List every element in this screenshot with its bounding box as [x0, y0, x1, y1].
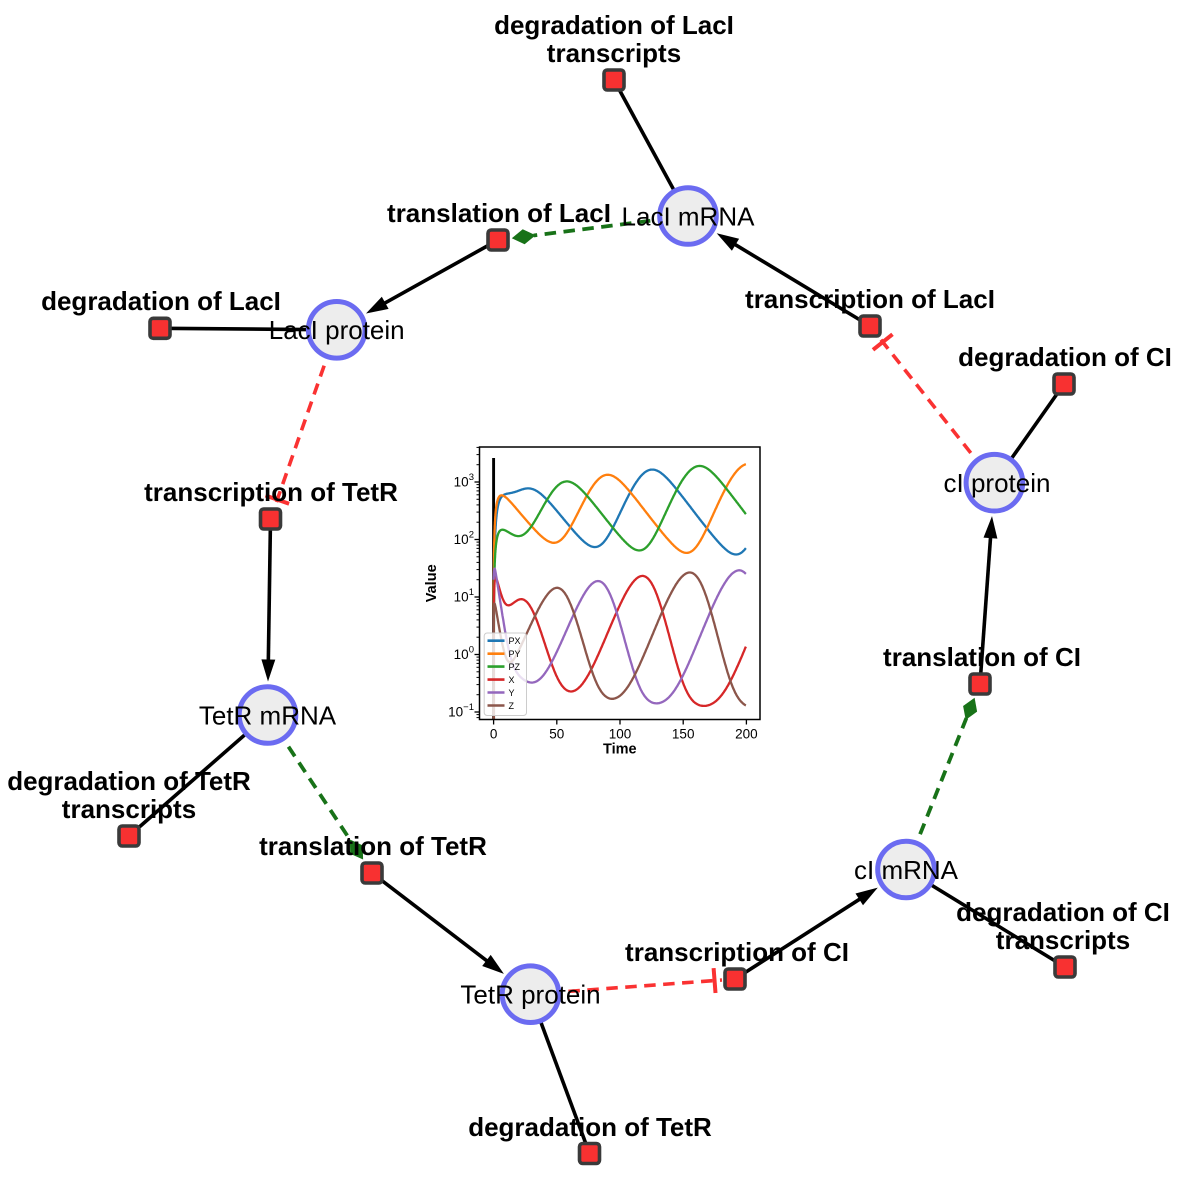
svg-text:0: 0	[490, 727, 498, 742]
svg-text:X: X	[509, 675, 515, 685]
svg-text:TetR mRNA: TetR mRNA	[199, 700, 337, 730]
svg-text:degradation of CI: degradation of CI	[956, 897, 1170, 927]
svg-text:translation of CI: translation of CI	[883, 642, 1081, 672]
svg-text:degradation of TetR: degradation of TetR	[468, 1112, 712, 1142]
svg-text:150: 150	[672, 727, 695, 742]
svg-text:200: 200	[735, 727, 758, 742]
svg-text:translation of LacI: translation of LacI	[387, 198, 611, 228]
svg-text:translation of TetR: translation of TetR	[259, 831, 487, 861]
svg-text:50: 50	[549, 727, 564, 742]
svg-text:degradation of CI: degradation of CI	[958, 342, 1172, 372]
svg-text:PZ: PZ	[509, 662, 521, 672]
svg-text:cI protein: cI protein	[944, 468, 1051, 498]
svg-text:100: 100	[609, 727, 632, 742]
svg-text:transcripts: transcripts	[547, 38, 681, 68]
svg-text:degradation of LacI: degradation of LacI	[494, 10, 734, 40]
svg-text:LacI mRNA: LacI mRNA	[622, 201, 756, 231]
svg-text:transcripts: transcripts	[996, 925, 1130, 955]
svg-text:transcription of TetR: transcription of TetR	[144, 477, 398, 507]
svg-text:transcription of CI: transcription of CI	[625, 937, 849, 967]
svg-text:degradation of TetR: degradation of TetR	[7, 766, 251, 796]
svg-text:Z: Z	[509, 701, 515, 711]
svg-text:PY: PY	[509, 649, 521, 659]
svg-text:cI mRNA: cI mRNA	[854, 855, 959, 885]
svg-text:degradation of LacI: degradation of LacI	[41, 286, 281, 316]
svg-text:transcription of LacI: transcription of LacI	[745, 284, 995, 314]
svg-text:Y: Y	[509, 688, 515, 698]
svg-text:Value: Value	[424, 564, 440, 602]
svg-text:TetR protein: TetR protein	[460, 980, 600, 1010]
svg-text:PX: PX	[509, 636, 521, 646]
svg-text:LacI protein: LacI protein	[269, 315, 405, 345]
svg-text:transcripts: transcripts	[62, 794, 196, 824]
svg-text:Time: Time	[603, 742, 637, 758]
